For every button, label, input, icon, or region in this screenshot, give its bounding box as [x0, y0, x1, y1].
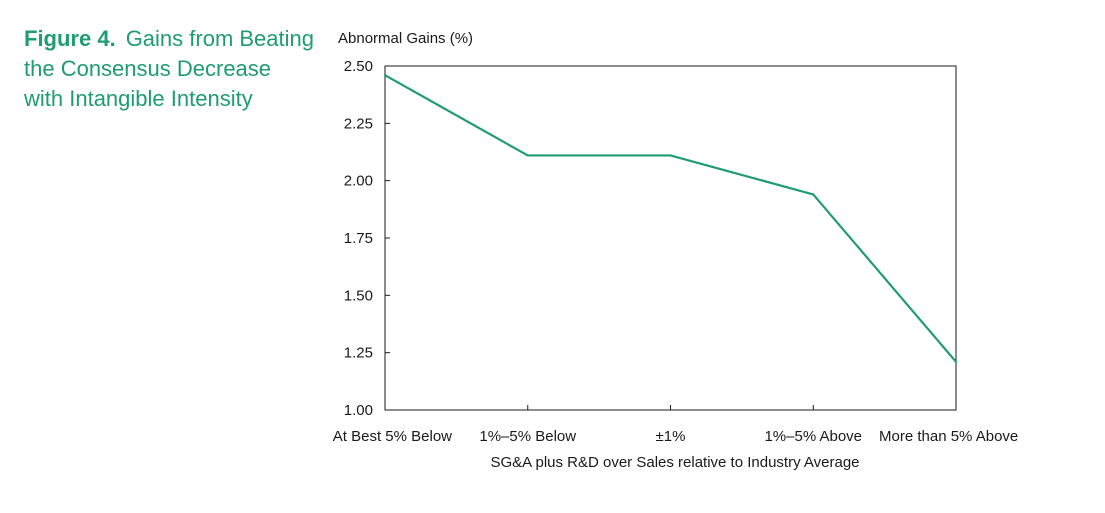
x-axis: At Best 5% Below 1%–5% Below ±1% 1%–5% Abov…: [333, 405, 1018, 445]
data-point: [383, 74, 387, 77]
plot-frame: [384, 65, 957, 411]
x-tick-label: At Best 5% Below: [333, 428, 452, 445]
y-tick-label: 1.75: [344, 230, 373, 247]
figure-number: Figure 4.: [24, 26, 116, 51]
x-tick-label: More than 5% Above: [879, 428, 1018, 445]
data-point: [669, 154, 672, 157]
figure-title: Gains from Beating the Consensus Decreas…: [24, 26, 314, 111]
x-axis-title: SG&A plus R&D over Sales relative to Ind…: [490, 454, 859, 471]
figure-caption: Figure 4. Gains from Beating the Consensu…: [24, 24, 314, 114]
data-point: [526, 154, 529, 157]
series-line: [384, 74, 957, 363]
data-point: [954, 360, 958, 363]
x-tick-label: 1%–5% Above: [764, 428, 862, 445]
x-tick-label: 1%–5% Below: [479, 428, 576, 445]
y-tick-label: 2.25: [344, 115, 373, 132]
y-axis: 1.00 1.25 1.50 1.75 2.00 2.25 2.50: [344, 58, 390, 419]
y-axis-title: Abnormal Gains (%): [338, 30, 473, 47]
y-tick-label: 2.50: [344, 58, 373, 75]
y-tick-label: 1.00: [344, 402, 373, 419]
y-tick-label: 1.50: [344, 287, 373, 304]
series-layer: [383, 74, 958, 363]
y-tick-label: 1.25: [344, 345, 373, 362]
data-point: [812, 193, 815, 196]
x-tick-label: ±1%: [656, 428, 686, 445]
y-tick-label: 2.00: [344, 173, 373, 190]
